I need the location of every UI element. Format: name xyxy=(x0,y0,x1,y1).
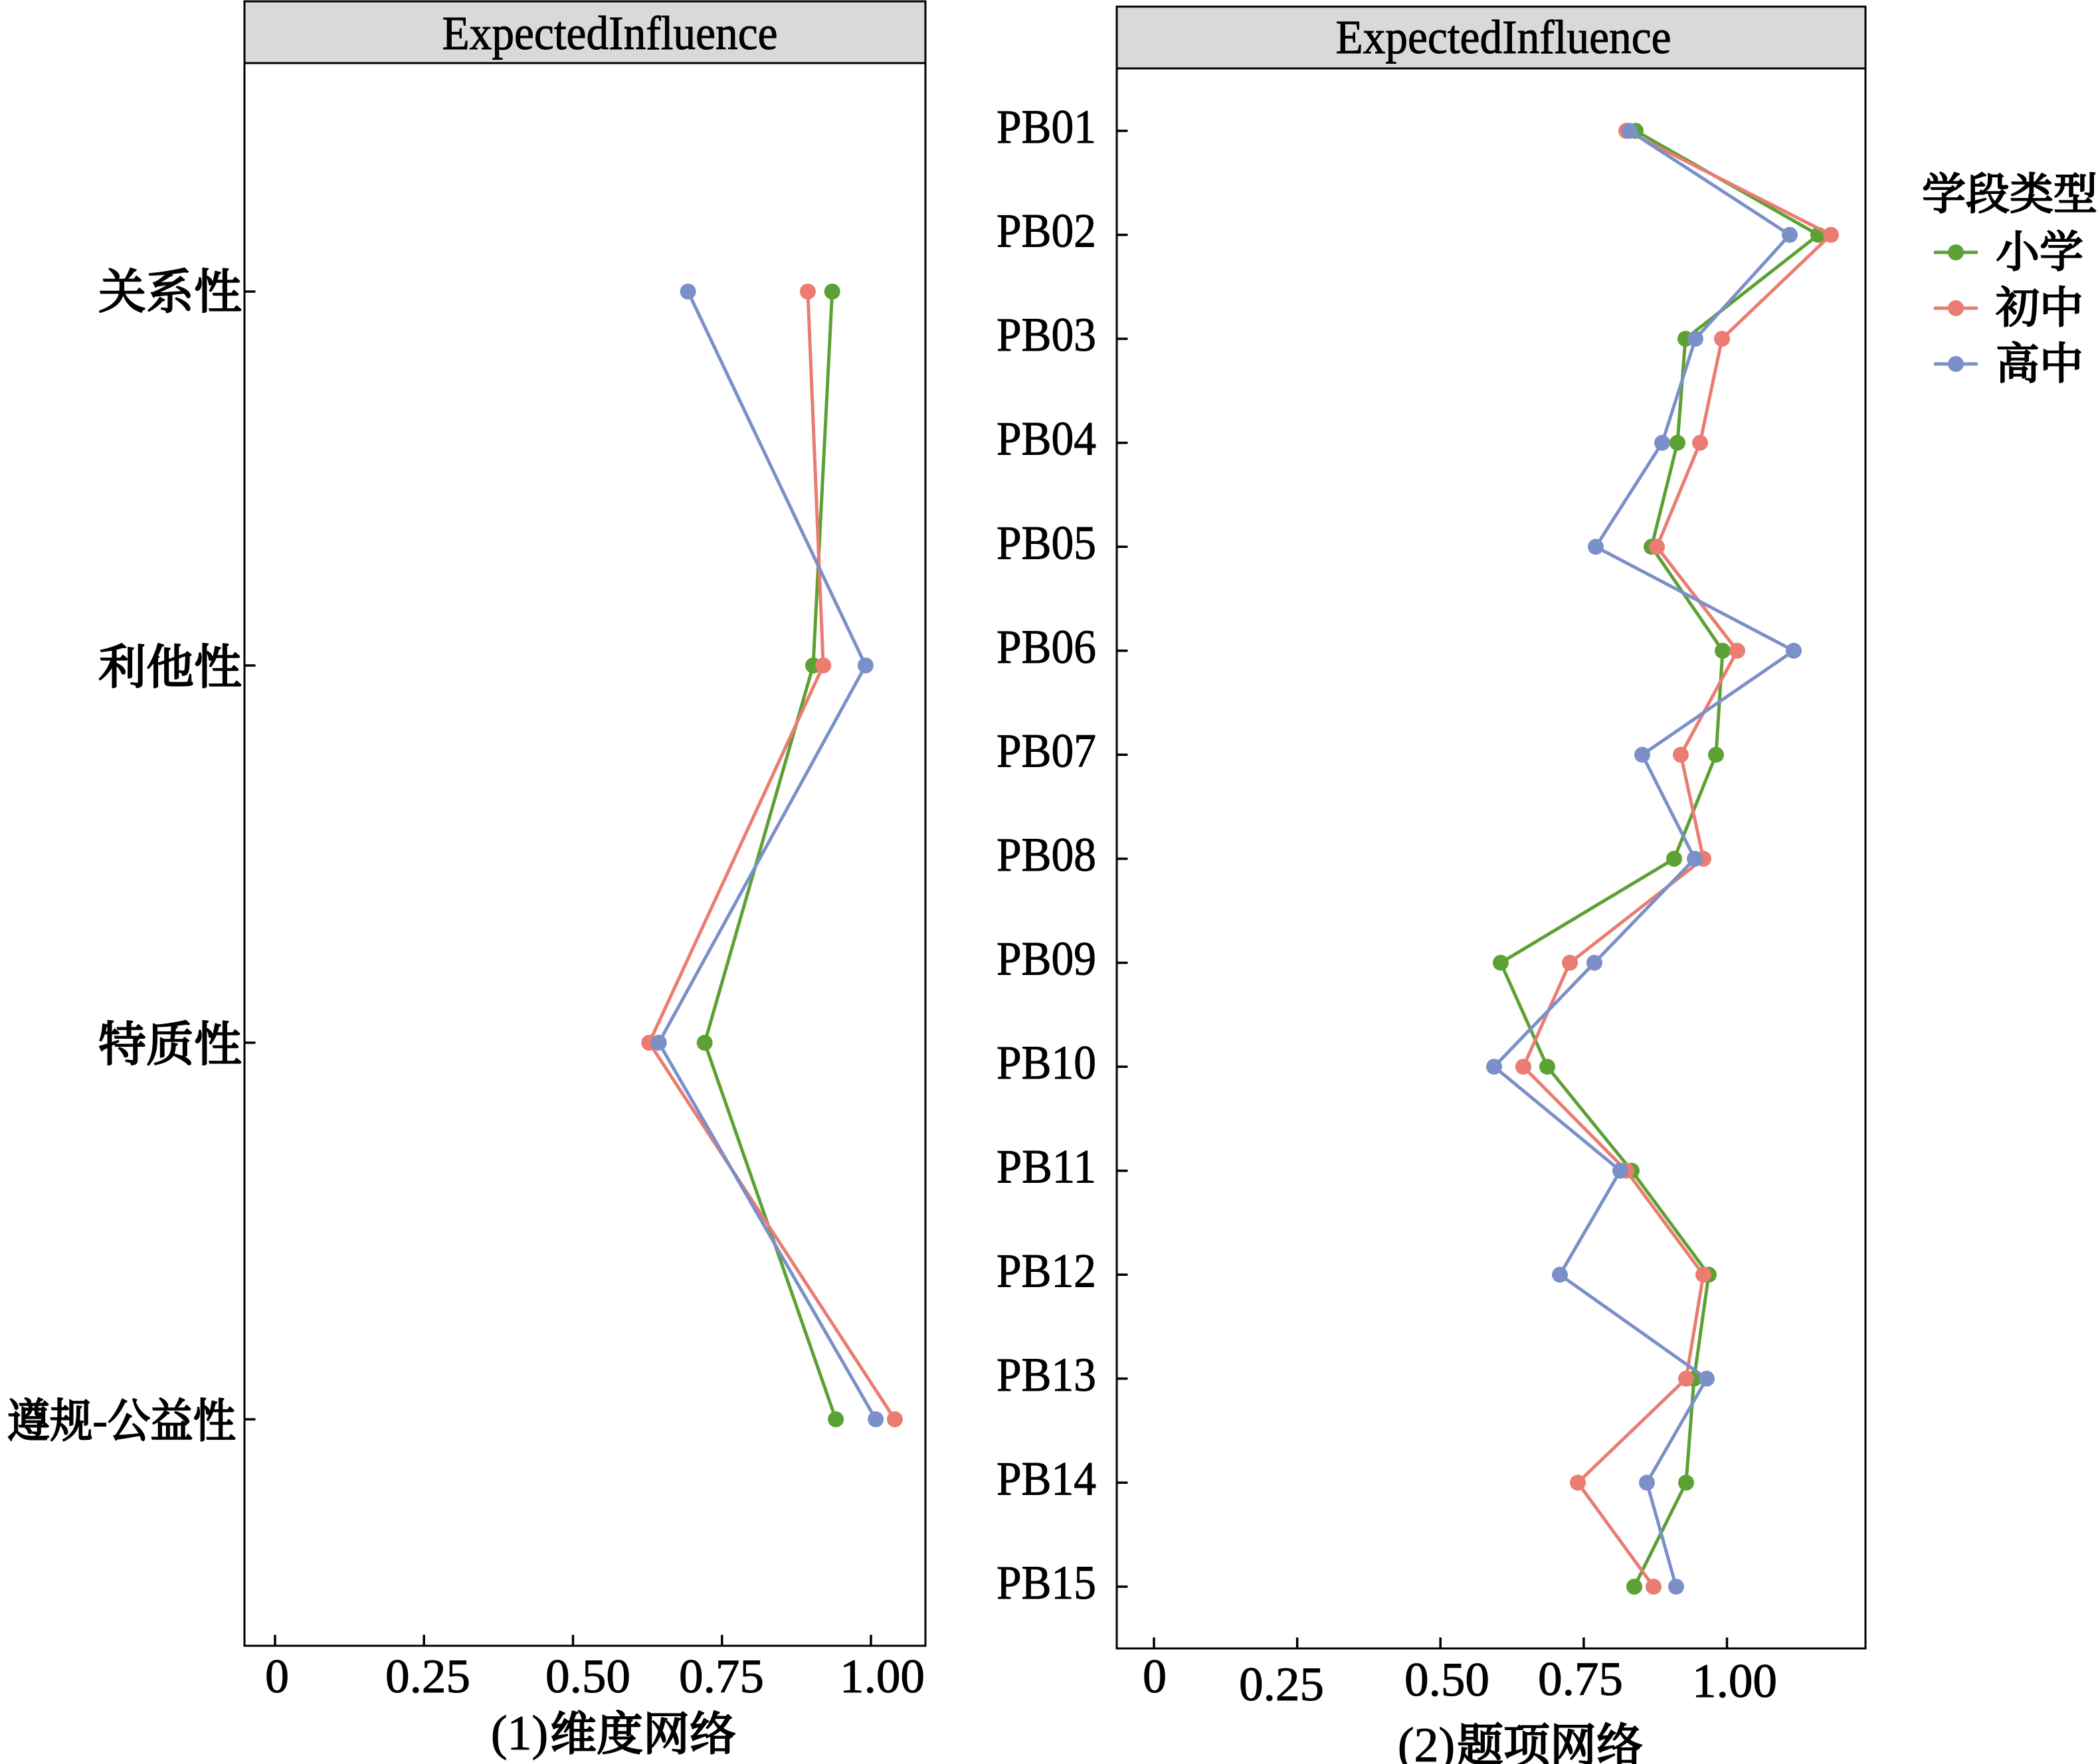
svg-text:0.50: 0.50 xyxy=(545,1650,630,1703)
svg-text:0: 0 xyxy=(1143,1650,1167,1703)
svg-text:0.75: 0.75 xyxy=(1538,1652,1623,1706)
svg-text:PB03: PB03 xyxy=(997,308,1096,361)
svg-text:1.00: 1.00 xyxy=(840,1650,925,1703)
svg-text:PB14: PB14 xyxy=(997,1452,1096,1505)
svg-text:PB02: PB02 xyxy=(997,205,1096,258)
svg-text:PB05: PB05 xyxy=(997,516,1096,569)
svg-text:PB04: PB04 xyxy=(997,412,1096,466)
svg-text:(1): (1) xyxy=(491,1706,548,1761)
svg-text:PB06: PB06 xyxy=(997,620,1096,673)
svg-text:ExpectedInfluence: ExpectedInfluence xyxy=(1336,11,1671,64)
svg-text:PB12: PB12 xyxy=(997,1244,1096,1297)
svg-text:0.25: 0.25 xyxy=(385,1650,470,1703)
svg-text:0.50: 0.50 xyxy=(1404,1653,1489,1706)
svg-text:0.25: 0.25 xyxy=(1239,1658,1324,1711)
svg-text:PB08: PB08 xyxy=(997,828,1096,881)
svg-text:PB10: PB10 xyxy=(997,1036,1096,1089)
svg-text:0.75: 0.75 xyxy=(679,1650,764,1703)
svg-text:PB09: PB09 xyxy=(997,932,1096,986)
svg-text:PB07: PB07 xyxy=(997,724,1096,777)
svg-text:(2): (2) xyxy=(1398,1718,1455,1764)
svg-text:PB13: PB13 xyxy=(997,1348,1096,1401)
svg-text:ExpectedInfluence: ExpectedInfluence xyxy=(442,7,778,60)
svg-text:PB11: PB11 xyxy=(997,1140,1096,1193)
svg-text:PB01: PB01 xyxy=(997,100,1096,153)
svg-text:PB15: PB15 xyxy=(997,1556,1096,1609)
svg-text:1.00: 1.00 xyxy=(1692,1654,1777,1708)
svg-text:0: 0 xyxy=(265,1650,289,1703)
